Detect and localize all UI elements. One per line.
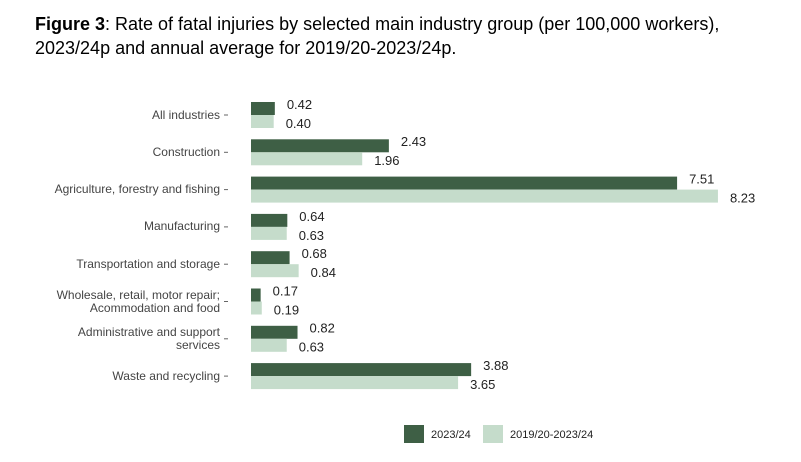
y-tick-label: All industries bbox=[151, 107, 220, 122]
value-label: 3.65 bbox=[470, 377, 495, 392]
bar bbox=[251, 176, 678, 190]
value-label: 2.43 bbox=[401, 134, 426, 149]
value-label: 0.82 bbox=[310, 321, 335, 336]
value-label: 0.42 bbox=[287, 97, 312, 112]
legend-swatch bbox=[404, 425, 424, 443]
value-label: 3.88 bbox=[483, 358, 508, 373]
bar bbox=[251, 102, 275, 115]
value-label: 0.64 bbox=[299, 209, 324, 224]
value-label: 7.51 bbox=[689, 172, 714, 187]
bar bbox=[251, 376, 459, 390]
legend-label: 2023/24 bbox=[431, 429, 471, 441]
bar bbox=[251, 363, 472, 377]
bar bbox=[251, 264, 299, 278]
bar bbox=[251, 288, 261, 302]
value-label: 0.19 bbox=[274, 302, 299, 317]
y-tick-label: Construction bbox=[152, 144, 220, 159]
bar bbox=[251, 115, 274, 128]
bar bbox=[251, 301, 262, 315]
bar bbox=[251, 325, 298, 339]
bar bbox=[251, 139, 389, 153]
title-label: Figure 3 bbox=[35, 14, 106, 34]
bar bbox=[251, 213, 288, 227]
bar bbox=[251, 226, 287, 240]
chart-title: Figure 3: Rate of fatal injuries by sele… bbox=[35, 12, 775, 60]
value-label: 0.63 bbox=[299, 228, 324, 243]
y-tick-label: Waste and recycling bbox=[112, 368, 220, 383]
legend-swatch bbox=[483, 425, 503, 443]
value-label: 0.63 bbox=[299, 340, 324, 355]
value-label: 0.17 bbox=[273, 283, 298, 298]
y-tick-label: Transportation and storage bbox=[76, 256, 220, 271]
value-label: 0.40 bbox=[286, 116, 311, 131]
bar bbox=[251, 338, 287, 352]
y-tick-label: Manufacturing bbox=[143, 219, 220, 234]
title-text: : Rate of fatal injuries by selected mai… bbox=[35, 14, 720, 58]
legend-label: 2019/20-2023/24 bbox=[510, 429, 593, 441]
bar bbox=[251, 251, 290, 265]
y-tick-label: Wholesale, retail, motor repair; Acommod… bbox=[56, 287, 220, 315]
bar bbox=[251, 189, 718, 203]
y-tick-label: Agriculture, forestry and fishing bbox=[54, 182, 220, 197]
value-label: 0.84 bbox=[311, 265, 336, 280]
y-tick-label: Administrative and support services bbox=[77, 324, 220, 352]
value-label: 0.68 bbox=[302, 246, 327, 261]
value-label: 1.96 bbox=[374, 153, 399, 168]
value-label: 8.23 bbox=[730, 191, 755, 206]
bar bbox=[251, 152, 363, 166]
